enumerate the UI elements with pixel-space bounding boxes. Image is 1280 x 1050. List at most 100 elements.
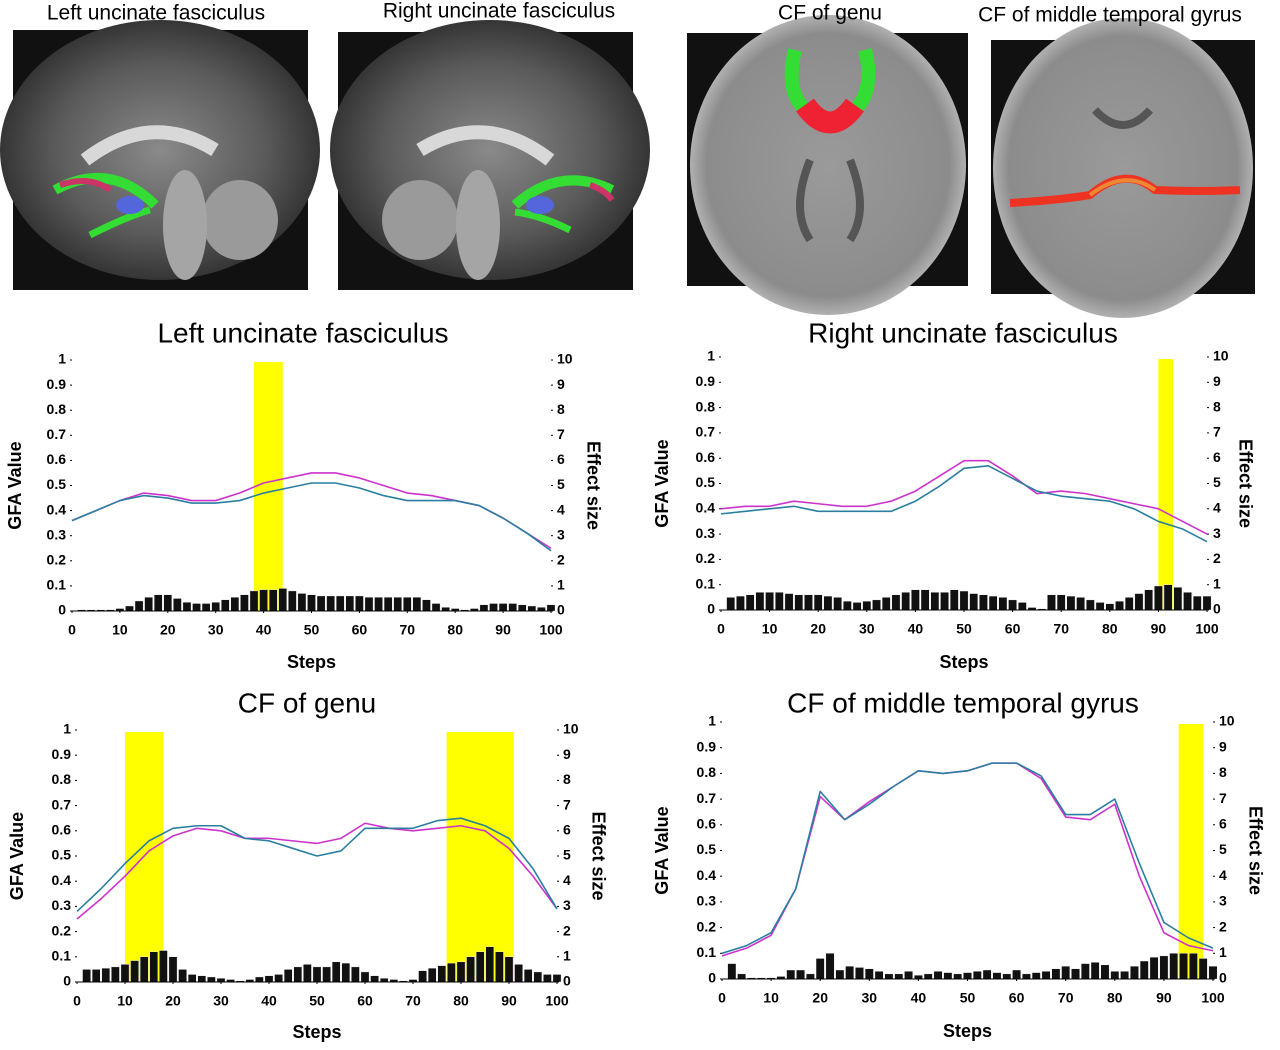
y-axis-label: GFA Value [652, 439, 672, 527]
y2-tick-label: 6 [1219, 816, 1227, 832]
y-tick-label: 0.7 [696, 424, 716, 440]
effect-bar [303, 964, 312, 983]
effect-bar [1008, 599, 1017, 611]
effect-bar [933, 971, 943, 980]
y2-tick-label: 3 [1219, 893, 1227, 909]
y-tick-label: 0.9 [47, 376, 67, 392]
effect-bar [765, 592, 774, 611]
effect-bar [923, 973, 933, 980]
effect-bar [201, 603, 211, 612]
effect-bar [852, 602, 862, 611]
x-tick-label: 80 [453, 993, 469, 1009]
y2-tick-label: 2 [557, 552, 565, 568]
y2-tick-label: 9 [1213, 373, 1221, 389]
effect-bar [527, 605, 537, 612]
effect-bar [881, 597, 891, 611]
effect-bar [1095, 602, 1105, 611]
effect-bar [1086, 599, 1095, 611]
brain-image [0, 20, 320, 290]
y2-tick-label: 4 [1213, 500, 1221, 516]
x-tick-label: 50 [304, 622, 320, 638]
effect-bar [1134, 593, 1144, 611]
effect-bar [322, 966, 331, 983]
effect-bar [341, 962, 351, 983]
effect-bar [312, 966, 322, 983]
effect-bar [774, 592, 784, 611]
effect-bar [437, 965, 447, 983]
effect-bar [441, 607, 450, 612]
y-tick-label: 0.9 [52, 746, 72, 762]
y2-tick-label: 10 [563, 721, 579, 737]
y2-tick-label: 4 [1219, 867, 1227, 883]
effect-bar [992, 972, 1002, 980]
x-tick-label: 0 [73, 993, 81, 1009]
y-tick-label: 0 [707, 601, 715, 617]
effect-bar [475, 951, 485, 983]
x-tick-label: 0 [717, 621, 725, 637]
x-tick-label: 30 [213, 993, 229, 1009]
effect-bar [240, 594, 249, 612]
y-tick-label: 0.2 [696, 550, 716, 566]
effect-bar [485, 946, 495, 983]
effect-bar [737, 973, 747, 980]
chart-title: Left uncinate fasciculus [157, 317, 448, 348]
effect-bar [533, 971, 543, 983]
x-tick-label: 60 [1009, 990, 1025, 1006]
effect-bar [552, 974, 562, 983]
chart-title: Right uncinate fasciculus [808, 317, 1118, 348]
y-tick-label: 0.5 [47, 476, 67, 492]
effect-bar [293, 966, 303, 983]
image-caption: CF of middle temporal gyrus [978, 4, 1242, 27]
x-tick-label: 20 [812, 990, 828, 1006]
effect-bar [479, 604, 489, 612]
effect-bar [979, 594, 988, 611]
y2-tick-label: 3 [1213, 525, 1221, 541]
y-tick-label: 0.7 [47, 426, 67, 442]
effect-bar [264, 975, 274, 983]
y-tick-label: 0.2 [52, 922, 72, 938]
effect-bar [1002, 973, 1012, 980]
effect-bar [1047, 594, 1056, 611]
effect-bar [953, 973, 963, 980]
effect-bar [431, 603, 441, 612]
effect-bar [1169, 953, 1179, 980]
y-tick-label: 0.2 [697, 918, 717, 934]
effect-bar [370, 975, 379, 983]
y2-tick-label: 4 [563, 872, 571, 888]
brain-image [687, 15, 968, 315]
x-tick-label: 80 [1102, 621, 1118, 637]
image-caption: CF of genu [778, 2, 882, 25]
y2-tick-label: 0 [1213, 601, 1221, 617]
effect-bar [1208, 965, 1218, 980]
y-axis-label: GFA Value [5, 441, 25, 529]
x-tick-label: 20 [165, 993, 181, 1009]
effect-bar [489, 603, 498, 612]
effect-bar [1110, 971, 1120, 980]
effect-bar [1100, 964, 1110, 980]
effect-bar [835, 969, 845, 980]
effect-bar [1115, 600, 1124, 611]
y-axis-label: GFA Value [7, 812, 27, 900]
x-tick-label: 10 [112, 622, 128, 638]
y2-tick-label: 0 [557, 602, 565, 618]
effect-bar [736, 595, 745, 611]
y2-tick-label: 6 [557, 451, 565, 467]
effect-bar [727, 963, 737, 980]
y-tick-label: 0.8 [696, 398, 716, 414]
effect-bar [355, 595, 364, 612]
chart-title: CF of middle temporal gyrus [787, 687, 1139, 718]
effect-bar [207, 976, 216, 983]
y-tick-label: 0.4 [47, 501, 67, 517]
x-tick-label: 80 [1107, 990, 1123, 1006]
effect-bar [963, 972, 972, 980]
y-tick-label: 0.5 [52, 847, 72, 863]
x-tick-label: 70 [405, 993, 421, 1009]
effect-bar [82, 969, 91, 983]
effect-bar [1149, 956, 1159, 980]
effect-bar [418, 970, 427, 983]
effect-bar [786, 969, 796, 980]
chart-title: CF of genu [238, 687, 377, 718]
y-tick-label: 0.4 [696, 500, 716, 516]
effect-bar [1022, 973, 1031, 980]
